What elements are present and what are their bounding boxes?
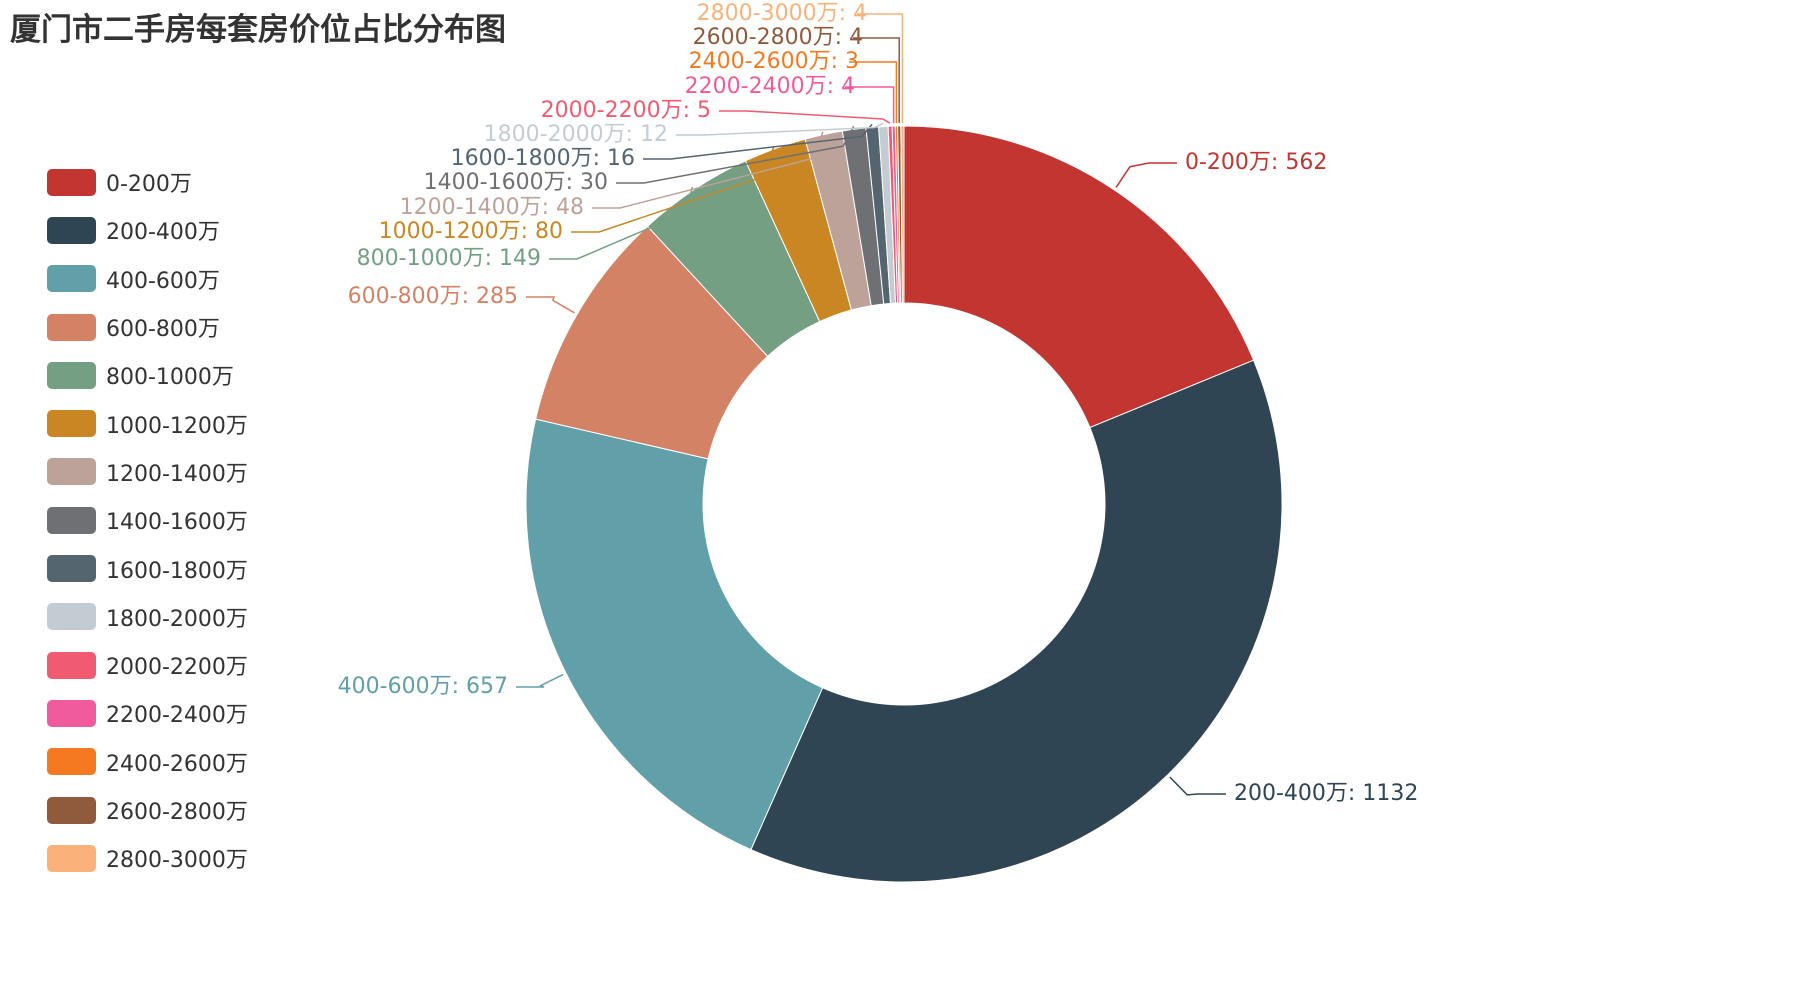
data-label: 1400-1600万: 30	[424, 170, 608, 195]
data-label: 1800-2000万: 12	[484, 122, 668, 147]
data-label: 1600-1800万: 16	[451, 146, 635, 171]
data-label: 800-1000万: 149	[357, 246, 541, 271]
data-label: 2400-2600万: 3	[689, 49, 859, 74]
data-label: 2200-2400万: 4	[685, 74, 855, 99]
data-label: 0-200万: 562	[1185, 150, 1327, 175]
data-label: 1000-1200万: 80	[379, 219, 563, 244]
data-label: 2000-2200万: 5	[541, 98, 711, 123]
callout-line	[1116, 163, 1177, 187]
data-label: 2800-3000万: 4	[697, 1, 867, 26]
data-label: 200-400万: 1132	[1234, 781, 1418, 806]
callout-line	[853, 38, 899, 123]
callout-line	[516, 674, 563, 687]
callout-line	[719, 111, 890, 123]
slice[interactable]	[526, 419, 823, 849]
slice[interactable]	[751, 360, 1282, 882]
callout-line	[1170, 777, 1226, 795]
data-label: 400-600万: 657	[338, 674, 508, 699]
callout-line	[526, 297, 574, 313]
data-label: 1200-1400万: 48	[400, 195, 584, 220]
data-label: 600-800万: 285	[348, 284, 518, 309]
callout-line	[857, 14, 902, 123]
data-label: 2600-2800万: 4	[693, 25, 863, 50]
